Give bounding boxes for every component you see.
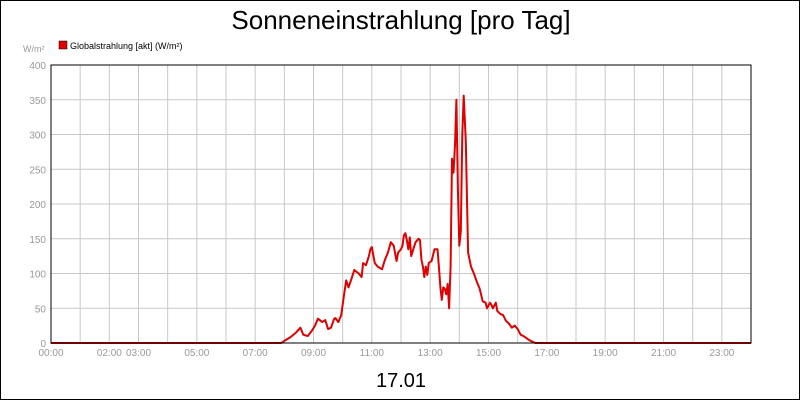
legend-entry: Globalstrahlung [akt] (W/m²) [70,41,183,51]
x-tick-label: 05:00 [184,348,209,359]
y-tick-label: 100 [29,270,46,281]
x-tick-label: 07:00 [243,348,268,359]
x-tick-label: 19:00 [593,348,618,359]
x-tick-label: 02:00 [97,348,122,359]
x-tick-label: 23:00 [709,348,734,359]
x-tick-label: 03:00 [126,348,151,359]
y-tick-label: 150 [29,235,46,246]
y-tick-label: 300 [29,131,46,142]
plot-border [50,64,752,344]
y-axis-ticks: 0 50 100 150 200 250 300 350 400 [29,61,46,350]
legend-swatch [58,40,68,50]
y-tick-label: 200 [29,200,46,211]
series-line-globalstrahlung [51,94,751,344]
y-tick-label: 50 [35,304,47,315]
y-tick-label: 250 [29,165,46,176]
x-tick-label: 21:00 [651,348,676,359]
x-tick-label: 11:00 [360,348,385,359]
y-unit-label: W/m² [23,44,45,54]
x-tick-label: 13:00 [418,348,443,359]
x-tick-label: 15:00 [476,348,501,359]
y-tick-label: 350 [29,96,46,107]
legend: Globalstrahlung [akt] (W/m²) [58,40,183,51]
x-axis-ticks: 00:00 02:00 03:00 05:00 07:00 09:00 11:00 13:00… [38,348,734,359]
x-axis-date-label: 17.01 [376,370,426,392]
y-tick-label: 400 [29,61,46,72]
y-tick-label: 0 [40,339,46,350]
x-tick-label: 09:00 [301,348,326,359]
x-tick-label: 00:00 [38,348,63,359]
grid [51,65,751,343]
x-tick-label: 17:00 [534,348,559,359]
chart-title: Sonneneinstrahlung [pro Tag] [231,5,570,35]
